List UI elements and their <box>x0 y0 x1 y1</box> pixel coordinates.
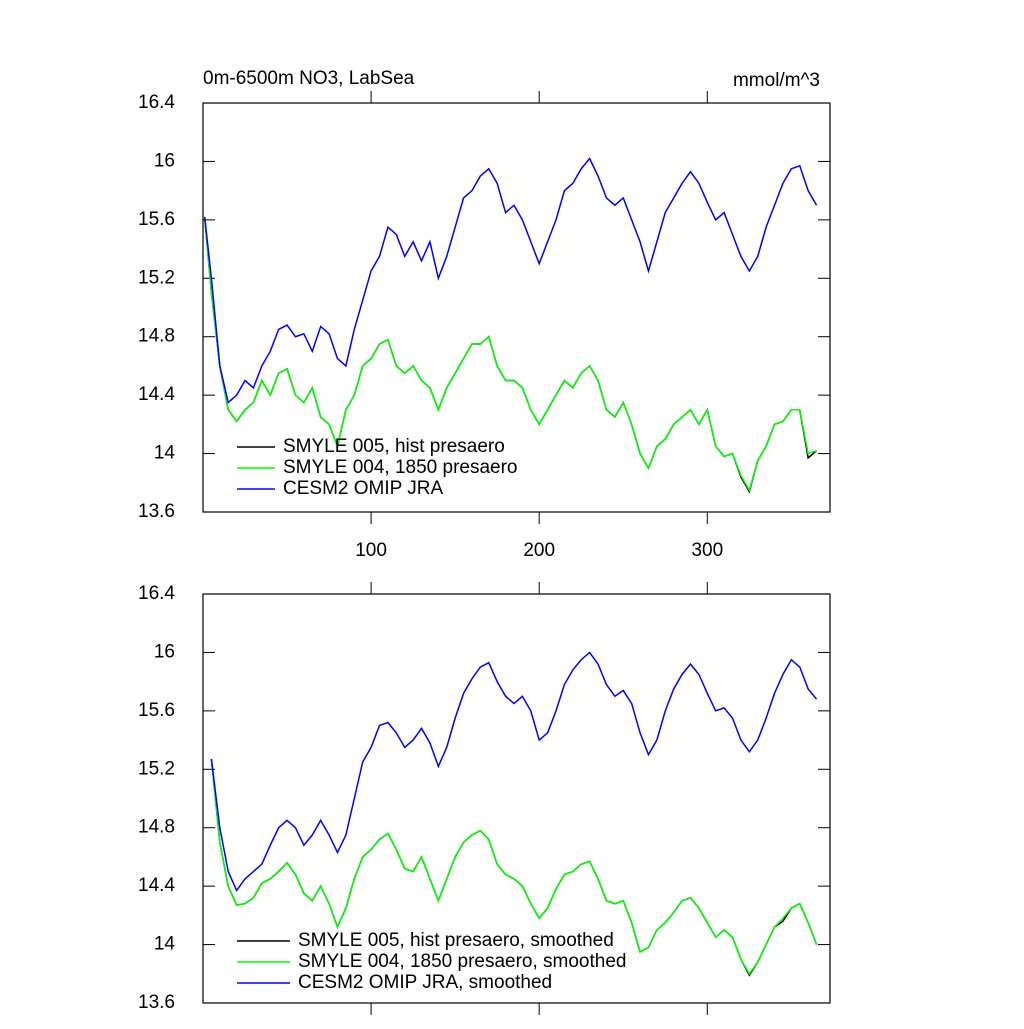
legend-label: SMYLE 005, hist presaero <box>283 436 505 457</box>
data-line <box>203 216 817 492</box>
y-tick-label: 15.6 <box>138 209 175 230</box>
legend-label: SMYLE 005, hist presaero, smoothed <box>298 930 614 951</box>
x-tick-label: 100 <box>355 540 387 561</box>
y-tick-label: 14 <box>154 443 176 464</box>
legend-label: CESM2 OMIP JRA <box>283 478 443 499</box>
plot-frame <box>202 593 831 1004</box>
y-tick-label: 16 <box>154 150 175 171</box>
data-line <box>210 651 818 893</box>
legend-label: CESM2 OMIP JRA, smoothed <box>298 972 552 993</box>
x-tick-label: 300 <box>691 540 723 561</box>
y-tick-label: 14.8 <box>138 326 175 347</box>
y-tick-label: 15.2 <box>138 758 175 779</box>
y-tick-label: 14.8 <box>138 817 175 838</box>
y-tick-label: 16.4 <box>138 583 175 604</box>
y-tick-label: 15.6 <box>138 700 175 721</box>
y-tick-label: 16.4 <box>138 92 175 113</box>
units-label: mmol/m^3 <box>733 70 820 91</box>
plot-frame <box>202 102 831 513</box>
x-tick-label: 200 <box>523 540 555 561</box>
y-tick-label: 14 <box>154 934 176 955</box>
y-tick-label: 14.4 <box>138 384 175 405</box>
data-line <box>210 758 818 976</box>
y-tick-label: 14.4 <box>138 875 175 896</box>
chart-title: 0m-6500m NO3, LabSea <box>203 68 415 89</box>
legend-label: SMYLE 004, 1850 presaero <box>283 457 518 478</box>
y-tick-label: 15.2 <box>138 267 175 288</box>
legend-label: SMYLE 004, 1850 presaero, smoothed <box>298 951 626 972</box>
data-line <box>203 157 818 404</box>
y-tick-label: 13.6 <box>138 501 175 522</box>
y-tick-label: 13.6 <box>138 992 175 1013</box>
y-tick-label: 16 <box>154 641 175 662</box>
